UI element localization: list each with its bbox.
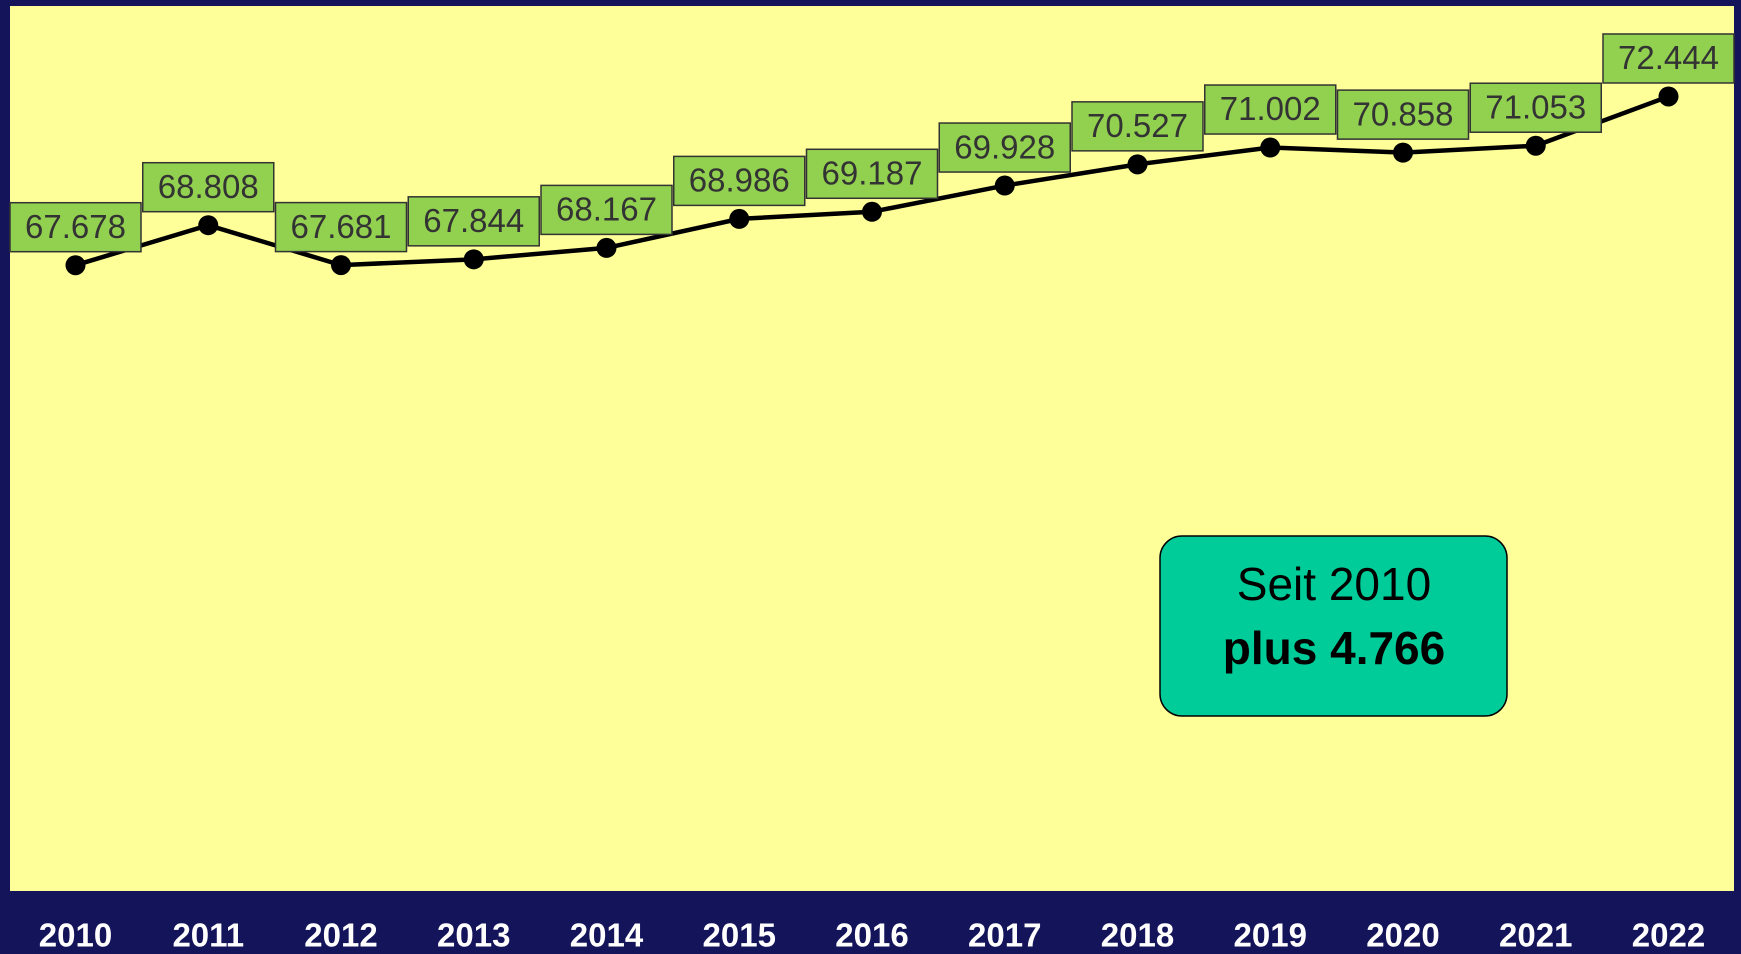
- data-label: 67.844: [423, 202, 524, 239]
- data-label-box: [1204, 84, 1337, 135]
- data-label-box: [540, 184, 673, 236]
- data-label: 68.167: [556, 191, 657, 228]
- data-label-box: [673, 155, 806, 207]
- data-label-box: [274, 201, 408, 253]
- annotation-box: [1159, 535, 1508, 717]
- x-tick-label: 2014: [570, 917, 644, 954]
- point: [198, 215, 219, 236]
- data-label: 69.928: [954, 128, 1055, 165]
- data-label: 71.053: [1485, 88, 1586, 125]
- data-label: 71.002: [1220, 90, 1321, 127]
- x-tick-label: 2013: [437, 917, 510, 954]
- data-label: 70.527: [1087, 107, 1188, 144]
- data-label-box: [142, 161, 275, 213]
- x-tick-label: 2019: [1234, 917, 1307, 954]
- data-label-box: [1071, 101, 1204, 152]
- x-tick-label: 2017: [968, 917, 1041, 954]
- data-label: 72.444: [1618, 39, 1719, 76]
- x-tick-label: 2022: [1632, 917, 1705, 954]
- x-tick-label: 2015: [703, 917, 776, 954]
- point: [1658, 86, 1679, 107]
- data-label-box: [407, 196, 540, 247]
- data-label-box: [1602, 33, 1735, 84]
- point: [862, 201, 882, 222]
- data-label: 69.187: [822, 154, 923, 191]
- annotation: Seit 2010: [1237, 558, 1431, 610]
- point: [1127, 154, 1148, 175]
- data-label-box: [1469, 82, 1602, 133]
- annotation: plus 4.766: [1223, 622, 1445, 674]
- point: [729, 208, 750, 229]
- point: [1260, 137, 1281, 158]
- x-tick-label: 2011: [172, 917, 244, 954]
- data-label: 68.986: [689, 162, 790, 199]
- plot-area: [10, 6, 1734, 891]
- point: [1393, 142, 1413, 163]
- point: [596, 237, 617, 258]
- point: [994, 175, 1015, 196]
- data-label-box: [9, 201, 142, 253]
- x-tick-label: 2020: [1366, 917, 1439, 954]
- data-label: 70.858: [1353, 95, 1454, 132]
- x-tick-label: 2010: [39, 917, 112, 954]
- point: [1525, 135, 1546, 156]
- data-label: 67.681: [291, 208, 392, 245]
- point: [331, 255, 351, 276]
- point: [463, 249, 484, 270]
- data-label: 68.808: [158, 168, 259, 205]
- x-tick-label: 2018: [1101, 917, 1174, 954]
- data-label-box: [1336, 89, 1470, 140]
- x-tick-label: 2016: [835, 917, 908, 954]
- data-label-box: [805, 148, 939, 200]
- x-tick-label: 2012: [304, 917, 377, 954]
- x-tick-label: 2021: [1499, 917, 1572, 954]
- data-label-box: [938, 122, 1071, 173]
- data-label: 67.678: [25, 208, 126, 245]
- point: [65, 255, 86, 276]
